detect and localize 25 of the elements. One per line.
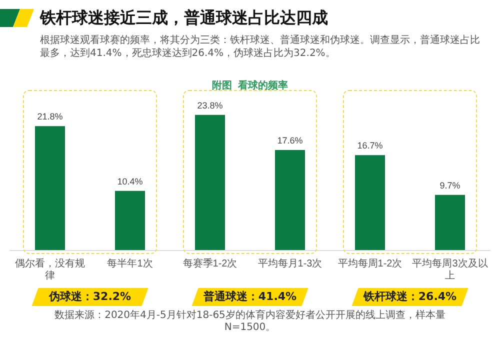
bar xyxy=(435,194,465,250)
data-label: 10.4% xyxy=(117,176,143,186)
bar xyxy=(35,126,65,250)
text: 普通球迷：41.4% xyxy=(202,289,298,305)
x-tick-label: 平均每周3次及以上 xyxy=(412,258,488,282)
x-tick-label: 每赛季1-2次 xyxy=(182,258,238,270)
bar xyxy=(355,155,385,250)
data-label: 9.7% xyxy=(440,180,460,190)
bar xyxy=(115,190,145,250)
x-tick-label: 平均每周1-2次 xyxy=(338,258,402,270)
data-label: 17.6% xyxy=(277,136,303,146)
source-note: 数据来源：2020年4月-5月针对18-65岁的体育内容爱好者公开开展的线上调查，样本量N=1500。 xyxy=(54,310,446,334)
text: 铁杆球迷：26.4% xyxy=(362,289,458,305)
data-label: 23.8% xyxy=(197,100,223,110)
chart-title: 附图 看球的频率 xyxy=(212,80,288,92)
data-label: 16.7% xyxy=(357,140,383,151)
data-label: 21.8% xyxy=(37,112,63,122)
x-tick-label: 每半年1次 xyxy=(107,258,153,270)
text: 伪球迷：32.2% xyxy=(48,289,132,305)
text: 铁杆球迷接近三成，普通球迷占比达四成 xyxy=(40,8,328,29)
text: 根据球迷观看球赛的频率，将其分为三类：铁杆球迷、普通球迷和伪球迷。调查显示，普通球迷占比最多，达到41.4%，死忠球迷达到26.4%，伪球迷占比为32.2%。 xyxy=(40,34,480,60)
x-tick-label: 偶尔看，没有规律 xyxy=(15,258,85,282)
x-tick-label: 平均每月1-3次 xyxy=(258,258,322,270)
bar xyxy=(195,114,225,250)
bar xyxy=(275,150,305,250)
